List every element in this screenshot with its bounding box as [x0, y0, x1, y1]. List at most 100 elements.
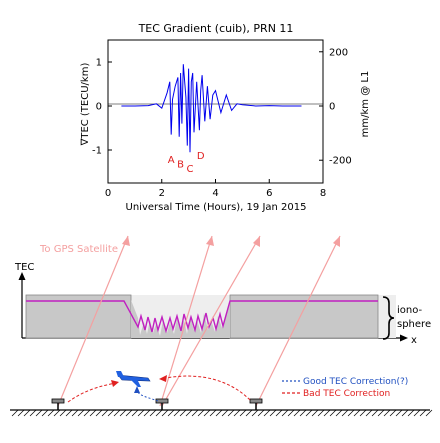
- x-tick-label: 2: [159, 188, 165, 199]
- hatch-line: [125, 409, 133, 417]
- hatch-line: [377, 409, 385, 417]
- hatch-line: [407, 409, 415, 417]
- hatch-line: [425, 409, 433, 417]
- gps-receiver-right: [249, 398, 263, 410]
- hatch-line: [227, 409, 235, 417]
- ionosphere-label-line1: iono-: [397, 305, 423, 316]
- hatch-line: [353, 409, 361, 417]
- hatch-line: [311, 409, 319, 417]
- hatch-line: [239, 409, 247, 417]
- hatch-line: [299, 409, 307, 417]
- bad-correction-right-arrowhead: [159, 375, 167, 382]
- hatch-line: [197, 409, 205, 417]
- hatch-line: [149, 409, 157, 417]
- tec-gradient-series: [121, 64, 302, 153]
- hatch-line: [305, 409, 313, 417]
- hatch-line: [401, 409, 409, 417]
- x-tick-label: 4: [212, 188, 218, 199]
- hatch-line: [119, 409, 127, 417]
- tec-axis-arrow: [18, 272, 26, 280]
- legend-bad-label: Bad TEC Correction: [303, 389, 390, 399]
- hatch-line: [59, 409, 67, 417]
- hatch-line: [53, 409, 61, 417]
- hatch-line: [23, 409, 31, 417]
- hatch-line: [95, 409, 103, 417]
- hatch-line: [143, 409, 151, 417]
- hatch-line: [113, 409, 121, 417]
- hatch-line: [11, 409, 19, 417]
- chart-title: TEC Gradient (cuib), PRN 11: [138, 22, 294, 35]
- y-axis-ticks: 1 0 -1 200 0 -200: [92, 47, 352, 166]
- ground: [10, 409, 433, 417]
- y-right-tick-label: 0: [329, 102, 335, 113]
- ray-arrow-1: [122, 236, 130, 246]
- hatch-line: [383, 409, 391, 417]
- gps-receiver-left: [51, 398, 65, 410]
- hatch-line: [233, 409, 241, 417]
- legend: Good TEC Correction(?) Bad TEC Correctio…: [282, 377, 408, 399]
- hatch-line: [155, 409, 163, 417]
- plot-frame: [107, 39, 324, 184]
- hatch-line: [413, 409, 421, 417]
- y-axis-right-label: mm/km @ L1: [360, 71, 371, 138]
- ray-arrow-4: [333, 236, 340, 247]
- ray-arrow-2: [206, 236, 214, 246]
- bad-correction-left-arrowhead: [111, 380, 119, 387]
- x-axis-ticks: 0 2 4 6 8: [105, 179, 326, 199]
- y-tick-label: 1: [96, 58, 102, 69]
- receiver-antenna-icon: [51, 398, 65, 404]
- hatch-line: [131, 409, 139, 417]
- hatch-line: [323, 409, 331, 417]
- hatch-line: [359, 409, 367, 417]
- hatch-line: [335, 409, 343, 417]
- hatch-line: [185, 409, 193, 417]
- hatch-line: [83, 409, 91, 417]
- y-tick-label: 0: [96, 102, 102, 113]
- hatch-line: [47, 409, 55, 417]
- tec-axis-label: TEC: [14, 262, 34, 273]
- y-tick-label: -1: [92, 146, 102, 157]
- hatch-line: [179, 409, 187, 417]
- ionosphere-brace: [382, 296, 395, 340]
- hatch-line: [161, 409, 169, 417]
- hatch-line: [347, 409, 355, 417]
- ionosphere-left-block: [25, 294, 132, 339]
- event-label-b: B: [177, 160, 184, 171]
- receiver-antenna-icon: [249, 398, 263, 404]
- x-axis-arrow: [400, 334, 408, 342]
- ionosphere-diagram: TEC x iono- sphere To GPS Satellite: [10, 235, 433, 417]
- hatch-line: [257, 409, 265, 417]
- x-axis-label: Universal Time (Hours), 19 Jan 2015: [126, 202, 307, 213]
- x-tick-label: 0: [105, 188, 111, 199]
- y-axis-label: ∇TEC (TECU/km): [80, 63, 91, 147]
- hatch-line: [167, 409, 175, 417]
- event-label-d: D: [197, 151, 205, 162]
- hatch-line: [41, 409, 49, 417]
- receiver-antenna-icon: [155, 398, 169, 404]
- hatch-line: [173, 409, 181, 417]
- satellite-ray-3: [161, 235, 261, 407]
- good-correction-arrowhead: [134, 386, 140, 393]
- hatch-line: [71, 409, 79, 417]
- hatch-line: [365, 409, 373, 417]
- hatch-line: [275, 409, 283, 417]
- airplane-icon: [116, 371, 151, 387]
- ray-arrow-3: [253, 236, 260, 247]
- event-label-a: A: [168, 155, 175, 166]
- bad-correction-left-arrow: [67, 382, 117, 403]
- hatch-line: [191, 409, 199, 417]
- hatch-line: [65, 409, 73, 417]
- hatch-line: [203, 409, 211, 417]
- x-tick-label: 8: [320, 188, 326, 199]
- satellite-ray-arrows: [122, 236, 340, 247]
- event-label-c: C: [186, 164, 193, 175]
- hatch-line: [29, 409, 37, 417]
- hatch-line: [137, 409, 145, 417]
- hatch-line: [101, 409, 109, 417]
- legend-good-label: Good TEC Correction(?): [303, 377, 408, 387]
- hatch-line: [89, 409, 97, 417]
- hatch-line: [269, 409, 277, 417]
- hatch-line: [221, 409, 229, 417]
- event-labels: A B CD: [168, 151, 205, 175]
